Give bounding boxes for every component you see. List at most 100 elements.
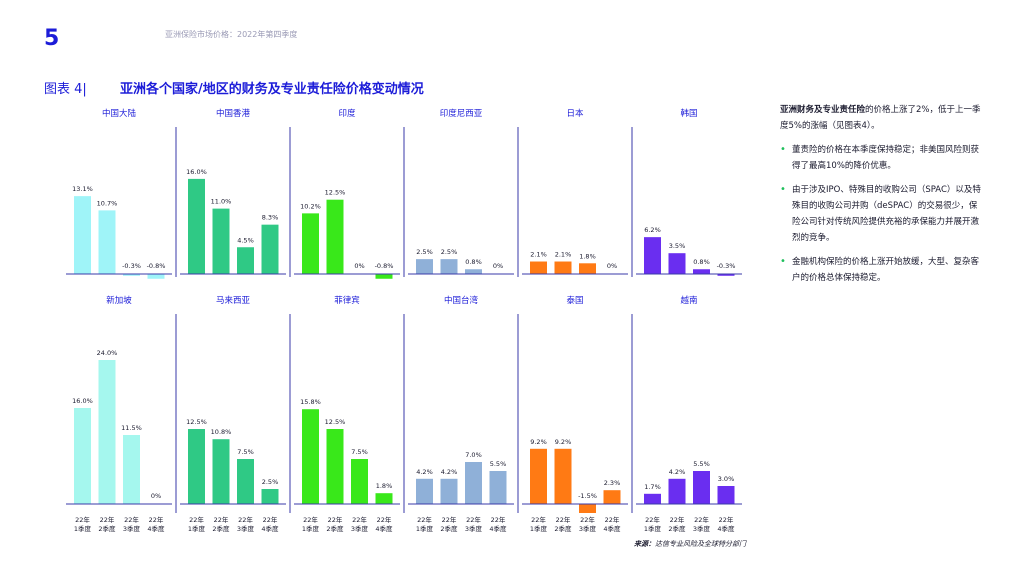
bar bbox=[147, 274, 165, 279]
data-label: 2.3% bbox=[604, 479, 621, 487]
x-tick-label: 3季度 bbox=[579, 524, 597, 533]
bar bbox=[489, 471, 507, 504]
data-label: 0% bbox=[607, 262, 617, 270]
data-label: 24.0% bbox=[97, 349, 118, 357]
bar bbox=[465, 269, 482, 274]
data-label: 4.2% bbox=[441, 468, 458, 476]
bar bbox=[237, 459, 254, 504]
x-tick-label: 3季度 bbox=[465, 524, 483, 533]
x-tick-label: 22年 bbox=[214, 515, 229, 524]
x-tick-label: 4季度 bbox=[261, 524, 279, 533]
bar bbox=[465, 462, 482, 504]
figure-label: 图表 4| bbox=[44, 82, 87, 97]
commentary: 亚洲财务及专业责任险的价格上涨了2%，低于上一季度5%的涨幅（见图表4）。 • 董… bbox=[780, 102, 985, 294]
x-tick-label: 22年 bbox=[466, 515, 481, 524]
bar bbox=[351, 459, 368, 504]
data-label: 0% bbox=[493, 262, 503, 270]
x-tick-label: 22年 bbox=[694, 515, 709, 524]
x-tick-label: 22年 bbox=[303, 515, 318, 524]
data-label: 6.2% bbox=[644, 226, 661, 234]
x-tick-label: 22年 bbox=[75, 515, 90, 524]
running-header: 亚洲保险市场价格：2022年第四季度 bbox=[165, 30, 298, 39]
bar bbox=[644, 237, 661, 274]
x-tick-label: 22年 bbox=[670, 515, 685, 524]
data-label: 10.2% bbox=[300, 202, 321, 210]
x-tick-label: 22年 bbox=[442, 515, 457, 524]
x-tick-label: 22年 bbox=[352, 515, 367, 524]
data-label: -0.8% bbox=[375, 262, 394, 270]
bar bbox=[98, 210, 116, 274]
bullet-icon: • bbox=[780, 144, 786, 155]
source-text: 达信专业风险及全球特分部门 bbox=[655, 540, 746, 548]
x-tick-label: 1季度 bbox=[530, 524, 548, 533]
panel-title: 印度 bbox=[338, 108, 356, 119]
x-tick-label: 22年 bbox=[580, 515, 595, 524]
x-tick-label: 22年 bbox=[100, 515, 115, 524]
data-label: 2.1% bbox=[530, 251, 547, 259]
data-label: 4.2% bbox=[669, 468, 686, 476]
bar bbox=[530, 261, 547, 274]
data-label: 13.1% bbox=[72, 185, 93, 193]
bar bbox=[326, 429, 344, 504]
data-label: 10.8% bbox=[211, 428, 232, 436]
data-label: 5.5% bbox=[490, 460, 507, 468]
x-tick-label: 22年 bbox=[124, 515, 139, 524]
bar bbox=[261, 489, 279, 504]
x-tick-label: 2季度 bbox=[98, 524, 116, 533]
bar bbox=[74, 196, 91, 274]
bar bbox=[375, 274, 393, 279]
bar bbox=[416, 478, 433, 504]
panel-title: 菲律宾 bbox=[334, 295, 360, 306]
x-tick-label: 22年 bbox=[531, 515, 546, 524]
bar bbox=[717, 274, 735, 276]
data-label: 7.5% bbox=[237, 448, 254, 456]
x-tick-label: 3季度 bbox=[123, 524, 141, 533]
x-tick-label: 22年 bbox=[328, 515, 343, 524]
figure-title: 亚洲各个国家/地区的财务及专业责任险价格变动情况 bbox=[120, 82, 424, 97]
data-label: 11.0% bbox=[211, 198, 232, 206]
data-label: 7.5% bbox=[351, 448, 368, 456]
x-tick-label: 3季度 bbox=[351, 524, 369, 533]
x-tick-label: 22年 bbox=[491, 515, 506, 524]
list-item: • 董责险的价格在本季度保持稳定；非美国风险则获得了最高10%的降价优惠。 bbox=[780, 142, 985, 174]
panel-title: 泰国 bbox=[566, 295, 583, 306]
panel-title: 新加坡 bbox=[106, 295, 132, 306]
x-tick-label: 22年 bbox=[605, 515, 620, 524]
data-label: 12.5% bbox=[325, 189, 346, 197]
bar bbox=[98, 360, 116, 504]
bar bbox=[530, 448, 547, 504]
x-tick-label: 2季度 bbox=[212, 524, 230, 533]
bar bbox=[440, 478, 458, 504]
data-label: 0.8% bbox=[693, 258, 710, 266]
commentary-bullets: • 董责险的价格在本季度保持稳定；非美国风险则获得了最高10%的降价优惠。 • 由于… bbox=[780, 142, 985, 286]
bar bbox=[693, 269, 710, 274]
data-label: 4.2% bbox=[416, 468, 433, 476]
x-tick-label: 4季度 bbox=[147, 524, 165, 533]
data-label: -0.8% bbox=[147, 262, 166, 270]
x-tick-label: 1季度 bbox=[644, 524, 662, 533]
chart-grid: 中国大陆 13.1% 10.7% -0.3% -0.8% 中国香港 16.0% 11.0% 4.… bbox=[66, 108, 742, 533]
source-note: 来源：达信专业风险及全球特分部门 bbox=[634, 539, 746, 549]
list-item: • 由于涉及IPO、特殊目的收购公司（SPAC）以及特殊目的收购公司并购（deSP… bbox=[780, 182, 985, 246]
bar bbox=[668, 478, 686, 504]
bar bbox=[188, 178, 205, 274]
data-label: 3.5% bbox=[669, 242, 686, 250]
data-label: -0.3% bbox=[122, 262, 141, 270]
data-label: 2.5% bbox=[416, 248, 433, 256]
data-label: 2.5% bbox=[441, 248, 458, 256]
x-tick-label: 2季度 bbox=[668, 524, 686, 533]
commentary-intro-text: 的价格上涨了2%，低于上一季度5%的涨幅（见图表4）。 bbox=[780, 105, 981, 131]
source-label: 来源： bbox=[634, 540, 655, 548]
x-tick-label: 22年 bbox=[645, 515, 660, 524]
panel-title: 中国香港 bbox=[216, 108, 251, 119]
data-label: 5.5% bbox=[693, 460, 710, 468]
data-label: 15.8% bbox=[300, 398, 321, 406]
data-label: 16.0% bbox=[186, 168, 207, 176]
data-label: 0% bbox=[151, 492, 161, 500]
data-label: 11.5% bbox=[121, 424, 142, 432]
bar bbox=[188, 429, 205, 504]
bullet-text: 董责险的价格在本季度保持稳定；非美国风险则获得了最高10%的降价优惠。 bbox=[792, 145, 980, 171]
bullet-icon: • bbox=[780, 184, 786, 195]
bar bbox=[416, 259, 433, 274]
bar bbox=[693, 471, 710, 504]
